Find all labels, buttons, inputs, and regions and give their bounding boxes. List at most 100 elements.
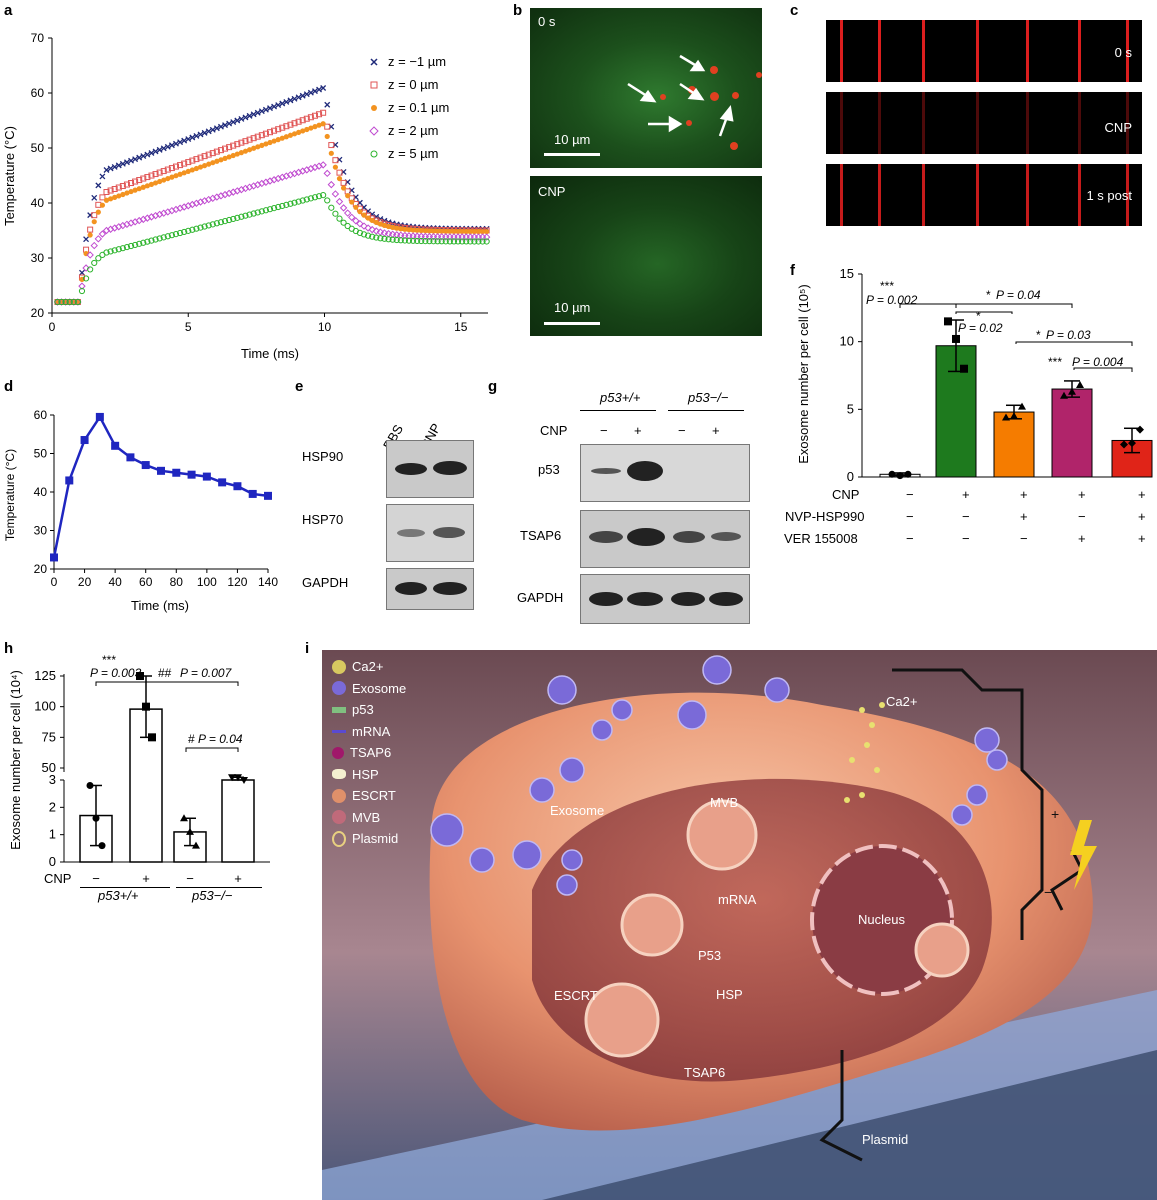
a-point <box>262 207 270 214</box>
a-point <box>210 160 216 166</box>
a-point <box>185 159 192 166</box>
a-point <box>156 235 163 242</box>
d-point <box>202 472 211 481</box>
f-annot-p: P = 0.04 <box>996 288 1041 302</box>
a-point <box>484 228 490 235</box>
a-point <box>95 209 101 215</box>
a-point <box>238 150 244 156</box>
d-y-tick-label: 30 <box>34 524 48 538</box>
scale-text: 10 µm <box>554 132 591 147</box>
kymo-stripe <box>1126 164 1129 226</box>
a-point <box>356 219 364 228</box>
micrograph-0s: 0 s 10 µm <box>530 8 762 168</box>
a-point <box>303 115 310 122</box>
a-point <box>107 248 114 255</box>
d-y-tick-label: 40 <box>34 485 48 499</box>
d-point <box>248 489 257 498</box>
cond-name: VER 155008 <box>784 531 858 546</box>
a-point <box>246 112 253 119</box>
a-point <box>193 156 200 163</box>
a-point <box>345 193 351 199</box>
a-point <box>291 95 298 102</box>
a-point <box>168 142 175 149</box>
a-point <box>446 238 453 245</box>
kymo-stripe <box>976 20 979 82</box>
a-point <box>401 237 408 244</box>
kymo-label: CNP <box>1104 120 1132 135</box>
a-point <box>442 238 449 245</box>
legend-item: Plasmid <box>332 828 406 850</box>
f-point <box>888 470 896 478</box>
a-y-tick-label: 40 <box>31 196 45 210</box>
h-cnp-sign: + <box>142 871 150 886</box>
a-point <box>360 231 368 238</box>
d-x-tick-label: 20 <box>78 575 92 589</box>
d-point <box>80 436 89 445</box>
a-point <box>344 188 351 195</box>
d-x-tick-label: 0 <box>51 575 58 589</box>
a-point <box>483 238 490 245</box>
a-point <box>324 197 331 204</box>
a-point <box>127 242 135 250</box>
legend-item: TSAP6 <box>332 742 406 764</box>
h-cnp-sign: + <box>234 871 242 886</box>
a-point <box>238 115 245 122</box>
a-point <box>482 233 491 241</box>
a-point <box>70 298 77 306</box>
a-point <box>181 228 188 236</box>
a-point <box>230 119 237 126</box>
a-point <box>459 238 466 245</box>
schematic-illustration: Ca2+ Exosome p53 mRNA TSAP6 HSP ESCRT MV… <box>322 650 1157 1200</box>
a-point <box>434 228 441 234</box>
f-annot-stars: * <box>1036 328 1041 342</box>
a-point <box>209 126 216 133</box>
g-cnp-label: CNP <box>540 423 568 438</box>
a-point <box>296 129 302 135</box>
a-point <box>258 132 265 139</box>
a-point <box>283 201 290 208</box>
a-point <box>103 197 110 203</box>
a-point <box>209 150 216 157</box>
a-point <box>144 151 151 158</box>
f-annot-p: P = 0.002 <box>866 293 918 307</box>
a-point <box>381 235 388 242</box>
a-point <box>377 235 384 242</box>
band <box>433 582 467 595</box>
legend-item: Ca2+ <box>332 656 406 678</box>
a-point <box>172 230 180 238</box>
a-point <box>422 238 429 245</box>
a-point <box>226 120 233 127</box>
a-point <box>189 226 196 233</box>
band <box>627 592 663 606</box>
a-point <box>308 125 314 131</box>
a-point <box>372 227 380 235</box>
legend-item: MVB <box>332 807 406 829</box>
blot-tsap6 <box>580 510 750 568</box>
a-point <box>226 144 233 151</box>
a-point <box>242 138 249 145</box>
a-point <box>152 171 159 178</box>
kymo-stripe <box>976 92 979 154</box>
band <box>627 528 665 546</box>
a-point <box>343 209 352 217</box>
a-point <box>311 112 318 119</box>
f-point <box>1010 412 1018 420</box>
a-point <box>339 204 348 212</box>
h-point <box>148 733 156 742</box>
a-point <box>185 136 192 143</box>
a-point <box>251 145 257 151</box>
a-point <box>405 237 413 244</box>
f-point <box>1068 387 1076 395</box>
a-point <box>185 227 192 234</box>
a-point <box>271 127 278 134</box>
a-point <box>389 236 396 243</box>
a-point <box>328 204 335 211</box>
a-point <box>409 237 417 244</box>
a-point <box>230 215 237 223</box>
p53-dna-icon <box>332 706 346 713</box>
a-point <box>112 194 118 200</box>
a-point <box>360 222 368 230</box>
a-point <box>176 229 184 237</box>
a-point <box>315 193 323 200</box>
a-point <box>303 196 310 203</box>
